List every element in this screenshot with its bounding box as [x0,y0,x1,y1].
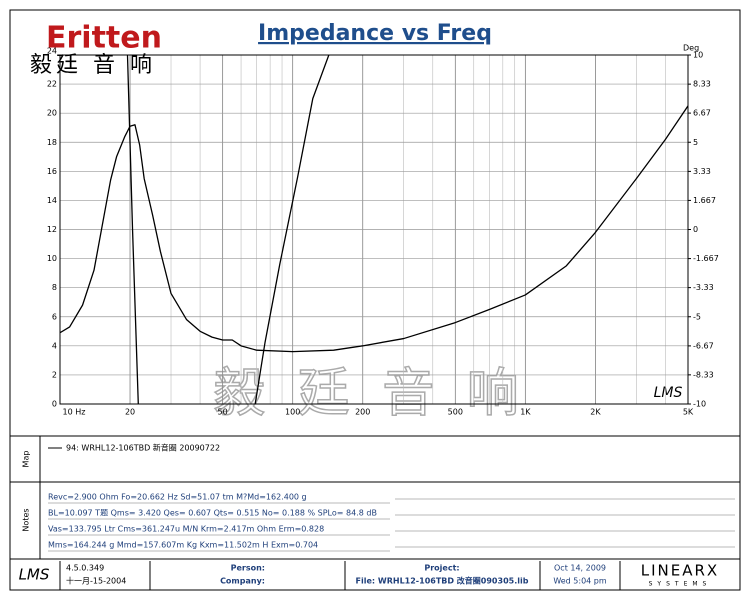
y2-tick-label: -5 [693,312,701,321]
y2-tick-label: -8.33 [693,370,714,379]
time: Wed 5:04 pm [553,577,607,586]
y-tick-label: 6 [52,312,57,321]
version-date: 十一月-15-2004 [66,576,126,586]
y-tick-label: 10 [47,254,57,263]
brand: Eritten [46,21,162,56]
y-tick-label: 24 [47,47,57,56]
x-tick-label: 100 [285,408,300,417]
y2-tick-label: -6.67 [693,341,714,350]
y-tick-label: 22 [47,80,57,89]
y2-tick-label: -1.667 [693,254,719,263]
footer-logo: LMS [19,566,50,584]
y2-tick-label: 3.33 [693,167,711,176]
y-tick-label: 16 [47,167,57,176]
company-label: Company: [220,577,265,586]
y-tick-label: 20 [47,109,57,118]
x-tick-label: 5K [683,408,694,417]
project-label: Project: [424,564,459,573]
side-label: Notes [22,508,31,531]
note-line: Mms=164.244 g Mmd=157.607m Kg Kxm=11.502… [48,541,318,550]
watermark: 毅 廷 音 响 [213,364,527,424]
y2-tick-label: 8.33 [693,80,711,89]
y2-tick-label: 6.67 [693,109,711,118]
y2-tick-label: 1.667 [693,196,716,205]
y-tick-label: 2 [52,370,57,379]
plot-frame [59,54,689,405]
x-tick-label: 10 Hz [63,408,86,417]
vendor-sub: SYSTEMS [649,581,712,588]
y-tick-label: 12 [47,225,57,234]
y-tick-label: 4 [52,341,57,350]
version: 4.5.0.349 [66,564,104,573]
y2-tick-label: -10 [693,400,706,409]
series-line [60,105,688,353]
y2-tick-label: 5 [693,138,698,147]
note-line: Revc=2.900 Ohm Fo=20.662 Hz Sd=51.07 tm … [48,493,307,502]
x-tick-label: 2K [590,408,601,417]
frame [9,9,741,591]
chart-logo: LMS [654,385,683,401]
note-line: Vas=133.795 Ltr Cms=361.247u M/N Krm=2.4… [48,525,324,534]
person-label: Person: [231,564,265,573]
x-tick-label: 20 [125,408,135,417]
x-tick-label: 1K [520,408,531,417]
x-tick-label: 500 [448,408,463,417]
y-tick-label: 8 [52,283,57,292]
y-tick-label: 0 [52,400,57,409]
y-tick-label: 14 [47,196,57,205]
y2-tick-label: 10 [693,51,703,60]
chart-title: Impedance vs Freq [258,21,492,46]
file-label: File: WRHL12-106TBD 改音圈090305.lib [356,576,529,586]
y2-axis-label: Deg [683,44,699,53]
y2-tick-label: -3.33 [693,283,714,292]
legend-entry: 94: WRHL12-106TBD 新音圈 20090722 [66,443,220,453]
brand-cn: 毅廷 音 响 [30,53,156,78]
x-tick-label: 50 [218,408,228,417]
y-tick-label: 18 [47,138,57,147]
series-line [126,55,330,404]
vendor: LINEARX [641,562,719,580]
date: Oct 14, 2009 [554,564,606,573]
y2-tick-label: 0 [693,225,698,234]
x-tick-label: 200 [355,408,370,417]
side-label: Map [22,451,31,468]
note-line: BL=10.097 T题 Qms= 3.420 Qes= 0.607 Qts= … [48,509,377,518]
